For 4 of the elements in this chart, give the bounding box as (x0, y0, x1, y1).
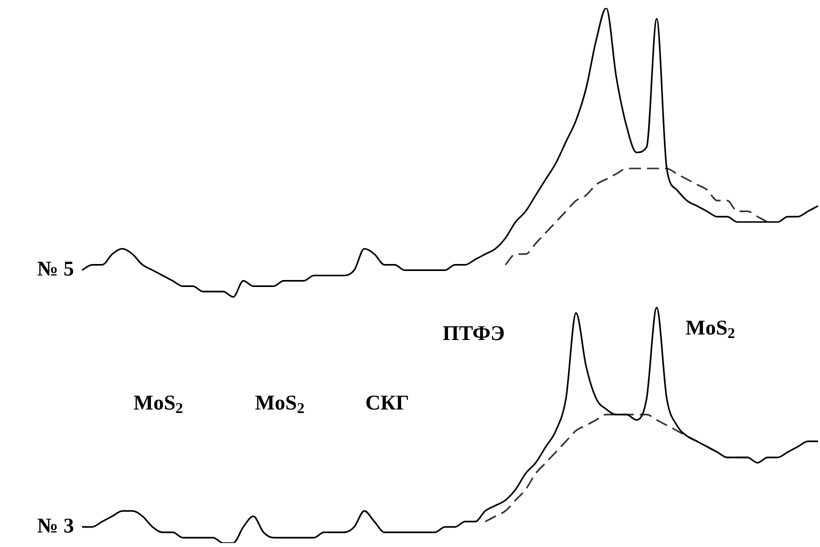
annotation: СКГ (365, 390, 410, 414)
annotation: ПТФЭ (442, 320, 505, 345)
series-label: № 3 (37, 513, 74, 538)
series-label: № 5 (37, 256, 74, 281)
